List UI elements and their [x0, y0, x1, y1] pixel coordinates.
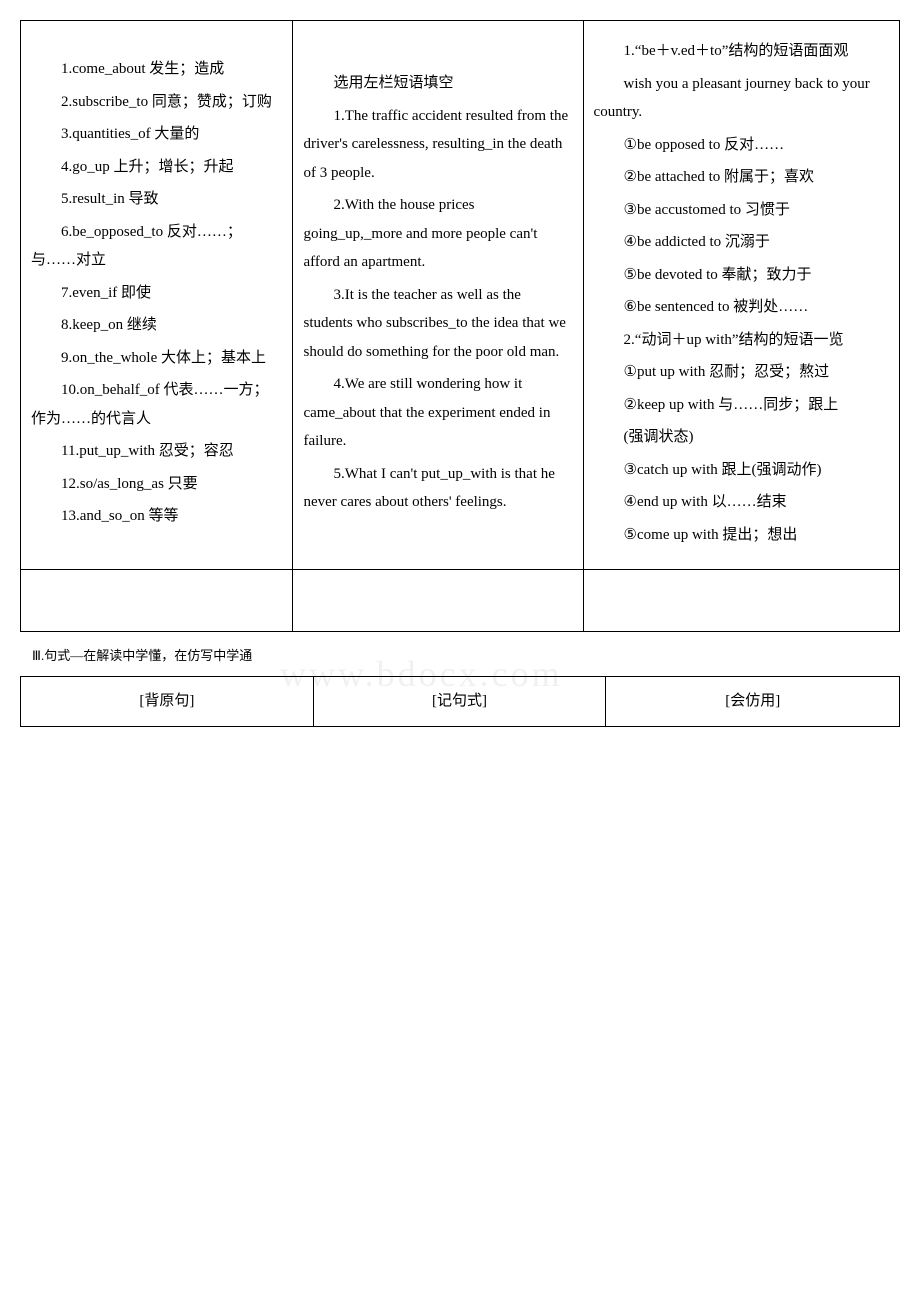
left-cell: 1.come_about 发生；造成 2.subscribe_to 同意；赞成；… — [21, 21, 293, 570]
exercise-item: 3.It is the teacher as well as the stude… — [303, 281, 572, 367]
block2-item: ④end up with 以……结束 — [594, 488, 889, 517]
col-header-original: [背原句] — [21, 677, 314, 727]
col-header-pattern: [记句式] — [313, 677, 606, 727]
block1-item: ③be accustomed to 习惯于 — [594, 196, 889, 225]
right-cell: 1.“be＋v.ed＋to”结构的短语面面观 wish you a pleasa… — [583, 21, 899, 570]
block2-item: ⑤come up with 提出；想出 — [594, 521, 889, 550]
exercise-item: 1.The traffic accident resulted from the… — [303, 102, 572, 188]
block2-heading: 2.“动词＋up with”结构的短语一览 — [594, 326, 889, 355]
phrase-item: 7.even_if 即使 — [31, 279, 282, 308]
block1-item: ⑥be sentenced to 被判处…… — [594, 293, 889, 322]
middle-cell: 选用左栏短语填空 1.The traffic accident resulted… — [293, 21, 583, 570]
block1-heading: 1.“be＋v.ed＋to”结构的短语面面观 — [594, 37, 889, 66]
exercise-item: 2.With the house prices going_up,_more a… — [303, 191, 572, 277]
sentence-table: [背原句] [记句式] [会仿用] — [20, 676, 900, 727]
phrase-item: 2.subscribe_to 同意；赞成；订购 — [31, 88, 282, 117]
phrase-item: 1.come_about 发生；造成 — [31, 55, 282, 84]
block1-item: ①be opposed to 反对…… — [594, 131, 889, 160]
phrase-item: 4.go_up 上升；增长；升起 — [31, 153, 282, 182]
block2-item: ②keep up with 与……同步；跟上 — [594, 391, 889, 420]
empty-cell — [583, 570, 899, 632]
block2-item: (强调状态) — [594, 423, 889, 452]
col-header-imitate: [会仿用] — [606, 677, 900, 727]
block1-note: wish you a pleasant journey back to your… — [594, 70, 889, 127]
phrase-item: 13.and_so_on 等等 — [31, 502, 282, 531]
phrases-table: 1.come_about 发生；造成 2.subscribe_to 同意；赞成；… — [20, 20, 900, 632]
col2-heading: 选用左栏短语填空 — [303, 69, 572, 98]
phrase-item: 11.put_up_with 忍受；容忍 — [31, 437, 282, 466]
block2-item: ③catch up with 跟上(强调动作) — [594, 456, 889, 485]
phrase-item: 3.quantities_of 大量的 — [31, 120, 282, 149]
exercise-item: 4.We are still wondering how it came_abo… — [303, 370, 572, 456]
exercise-item: 5.What I can't put_up_with is that he ne… — [303, 460, 572, 517]
block2-item: ①put up with 忍耐；忍受；熬过 — [594, 358, 889, 387]
phrase-item: 12.so/as_long_as 只要 — [31, 470, 282, 499]
phrase-item: 9.on_the_whole 大体上；基本上 — [31, 344, 282, 373]
phrase-item: 8.keep_on 继续 — [31, 311, 282, 340]
block1-item: ④be addicted to 沉溺于 — [594, 228, 889, 257]
section-caption: Ⅲ.句式—在解读中学懂，在仿写中学通 — [32, 644, 900, 669]
empty-cell — [293, 570, 583, 632]
block1-item: ②be attached to 附属于；喜欢 — [594, 163, 889, 192]
phrase-item: 10.on_behalf_of 代表……一方；作为……的代言人 — [31, 376, 282, 433]
phrase-item: 5.result_in 导致 — [31, 185, 282, 214]
phrase-item: 6.be_opposed_to 反对……；与……对立 — [31, 218, 282, 275]
block1-item: ⑤be devoted to 奉献；致力于 — [594, 261, 889, 290]
empty-cell — [21, 570, 293, 632]
